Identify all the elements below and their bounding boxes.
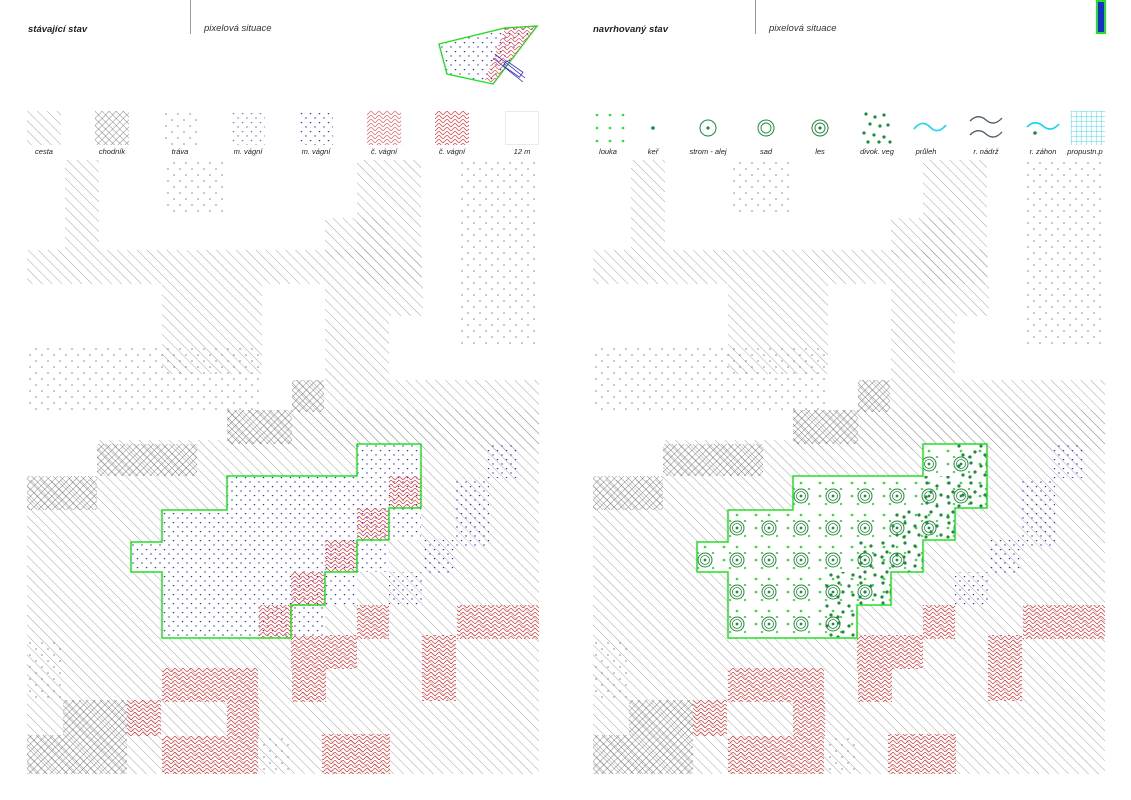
tree-alley-icon	[699, 119, 717, 137]
color-badge-inner	[1098, 2, 1104, 32]
legend-label: č. vágní	[370, 147, 398, 156]
legend-swatch-m-vagni-2	[299, 111, 333, 145]
wild-vegetation-icon	[862, 112, 892, 144]
legend-label: m. vágní	[301, 147, 331, 156]
meadow-dots-icon	[595, 113, 625, 143]
legend-swatch-c-vagni-2	[435, 111, 469, 145]
legend-swatch-m-vagni	[231, 111, 265, 145]
location-minimap	[438, 25, 539, 85]
legend-label: strom - alej	[689, 147, 727, 156]
legend-label: r. záhon	[1029, 147, 1057, 156]
project-boundary-proposed	[696, 443, 988, 639]
legend-swatch-cesta	[27, 111, 61, 145]
legend-label: průleh	[915, 147, 937, 156]
legend-label: č. vágní	[438, 147, 466, 156]
legend-label: keř	[647, 147, 659, 156]
permeable-grid-icon	[1071, 111, 1105, 145]
forest-icon	[811, 119, 829, 137]
orchard-icon	[757, 119, 775, 137]
legend-label: louka	[599, 147, 617, 156]
shrub-dot-icon	[651, 126, 655, 130]
proposed-state-map	[593, 160, 1105, 774]
project-boundary-existing	[130, 443, 422, 639]
color-badge	[1096, 0, 1106, 34]
swale-wave-icon	[913, 122, 947, 132]
left-panel-title: stávající stav	[28, 24, 88, 35]
legend-label: m. vágní	[233, 147, 263, 156]
legend-swatch-trava	[163, 111, 197, 145]
right-panel-subtitle: pixelová situace	[769, 23, 837, 34]
legend-label: les	[815, 147, 825, 156]
legend-label: cesta	[35, 147, 53, 156]
legend-label: chodník	[98, 147, 126, 156]
legend-label: divok. veg	[860, 147, 894, 156]
right-panel-title: navrhovaný stav	[593, 24, 668, 35]
rain-garden-icon	[1026, 121, 1060, 135]
existing-state-map	[27, 160, 539, 774]
header-divider-left	[190, 0, 191, 34]
legend-label: 12 m	[513, 147, 531, 156]
legend-label: r. nádrž	[973, 147, 999, 156]
legend-swatch-c-vagni	[367, 111, 401, 145]
legend-swatch-scale	[505, 111, 539, 145]
header-divider-right	[755, 0, 756, 34]
legend-label: tráva	[171, 147, 189, 156]
legend-label: propustn.p	[1067, 147, 1103, 156]
left-panel-subtitle: pixelová situace	[204, 23, 272, 34]
legend-label: sad	[759, 147, 773, 156]
legend-swatch-chodnik	[95, 111, 129, 145]
retention-tank-icon	[969, 116, 1003, 138]
